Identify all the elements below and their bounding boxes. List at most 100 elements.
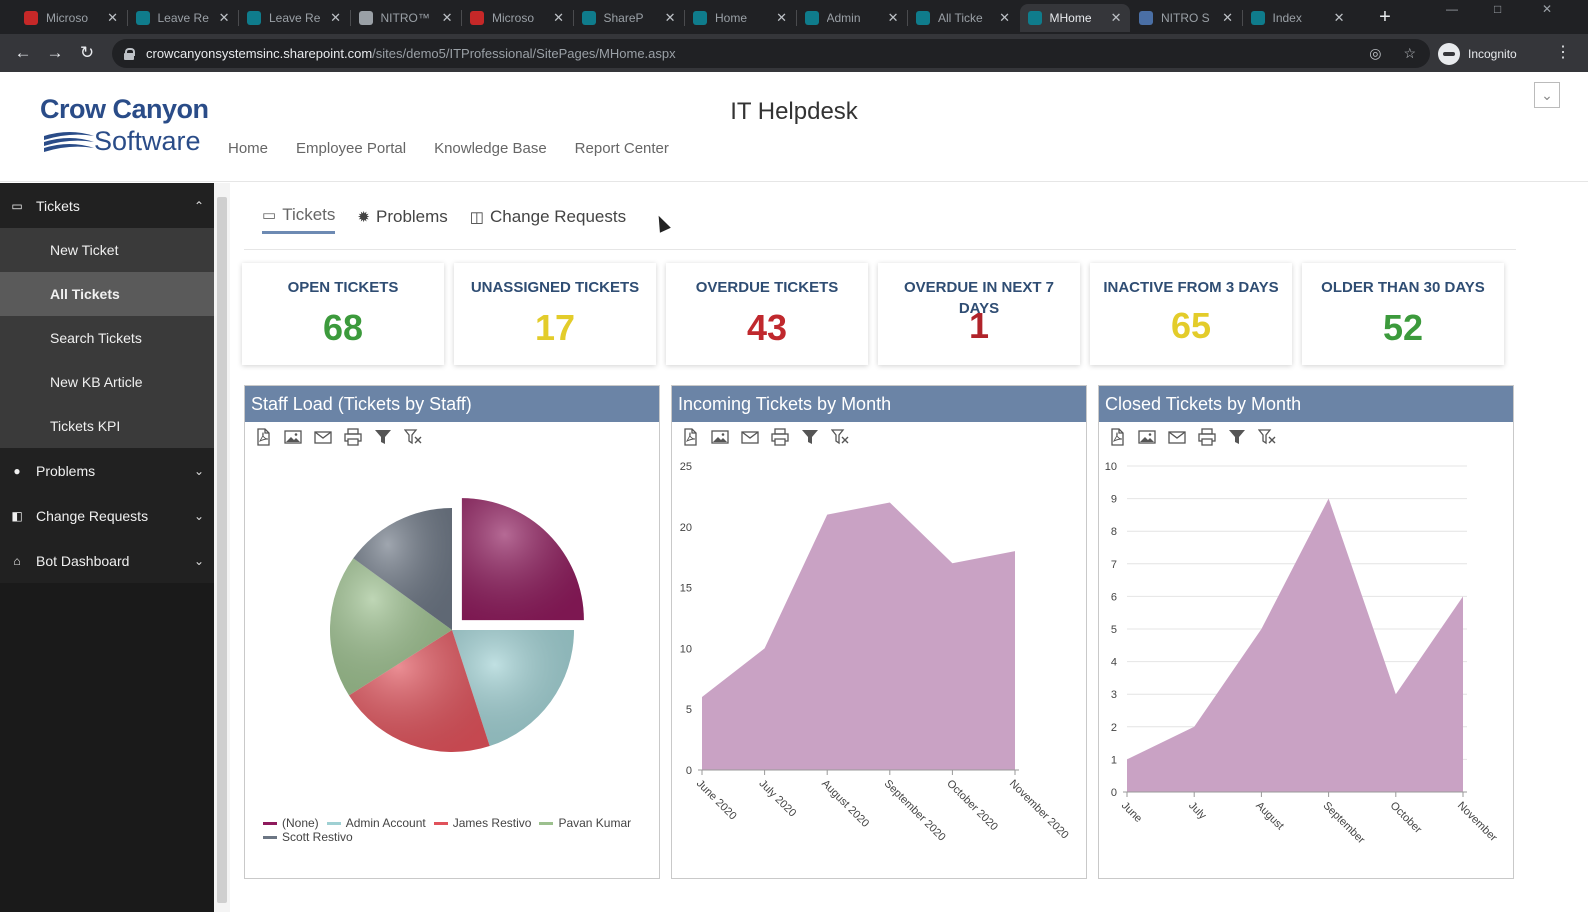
x-tick-label: June 2020	[694, 778, 739, 823]
nav-report-center[interactable]: Report Center	[574, 140, 669, 157]
sidebar-item-new-kb-article[interactable]: New KB Article	[0, 360, 214, 404]
print-icon[interactable]	[770, 427, 790, 447]
sidebar-section-tickets[interactable]: ▭ Tickets ⌃	[0, 183, 214, 228]
image-icon[interactable]	[710, 427, 730, 447]
browser-tab[interactable]: Leave Re ✕	[128, 4, 238, 32]
email-icon[interactable]	[313, 427, 333, 447]
close-tab-icon[interactable]: ✕	[664, 10, 676, 25]
browser-tab[interactable]: Index ✕	[1243, 4, 1353, 32]
minimize-icon[interactable]: —	[1446, 2, 1458, 16]
pie-slice[interactable]	[461, 498, 584, 621]
pie-slice[interactable]	[348, 630, 490, 752]
close-tab-icon[interactable]: ✕	[218, 10, 230, 25]
browser-tab[interactable]: Microso ✕	[462, 4, 572, 32]
kpi-label: OVERDUE IN NEXT 7 DAYS	[903, 279, 1055, 317]
staff-load-pie-chart	[330, 498, 584, 752]
star-icon[interactable]: ☆	[1403, 45, 1416, 61]
legend-item[interactable]: (None)	[263, 816, 319, 830]
tab-change-requests[interactable]: ◫ Change Requests	[470, 205, 626, 234]
close-tab-icon[interactable]: ✕	[1333, 10, 1345, 25]
browser-tab[interactable]: Leave Re ✕	[239, 4, 349, 32]
kpi-overdue-next-7-days[interactable]: OVERDUE IN NEXT 7 DAYS 1	[878, 263, 1080, 365]
pdf-icon[interactable]	[680, 427, 700, 447]
browser-menu-icon[interactable]: ⋮	[1555, 44, 1571, 61]
y-tick-label: 10	[1105, 461, 1117, 473]
browser-tab[interactable]: NITRO S ✕	[1131, 4, 1241, 32]
logo-text-line1: Crow Canyon	[40, 94, 209, 124]
clear-filter-icon[interactable]	[830, 427, 850, 447]
legend-item[interactable]: James Restivo	[433, 816, 531, 830]
browser-tab[interactable]: MHome ✕	[1019, 4, 1130, 32]
filter-icon[interactable]	[800, 427, 820, 447]
window-close-icon[interactable]: ✕	[1542, 2, 1553, 16]
close-tab-icon[interactable]: ✕	[1222, 10, 1233, 25]
browser-tab[interactable]: Microso ✕	[16, 4, 126, 32]
eye-off-icon[interactable]: ◎	[1369, 45, 1382, 61]
close-tab-icon[interactable]: ✕	[441, 10, 453, 25]
area-series[interactable]	[702, 502, 1015, 770]
close-tab-icon[interactable]: ✕	[999, 10, 1010, 25]
pie-slice[interactable]	[353, 508, 452, 630]
tab-problems[interactable]: ✹ Problems	[357, 205, 447, 234]
legend-item[interactable]: Scott Restivo	[263, 830, 353, 844]
pie-slice[interactable]	[452, 630, 574, 747]
browser-tab[interactable]: All Ticke ✕	[908, 4, 1018, 32]
kpi-inactive-3-days[interactable]: INACTIVE FROM 3 DAYS 65	[1090, 263, 1292, 365]
new-tab-button[interactable]: +	[1379, 6, 1391, 28]
legend-item[interactable]: Pavan Kumar	[539, 816, 631, 830]
clear-filter-icon[interactable]	[1257, 427, 1277, 447]
filter-icon[interactable]	[373, 427, 393, 447]
close-tab-icon[interactable]: ✕	[330, 10, 341, 25]
kpi-unassigned-tickets[interactable]: UNASSIGNED TICKETS 17	[454, 263, 656, 365]
pdf-icon[interactable]	[1107, 427, 1127, 447]
sidebar-item-all-tickets[interactable]: All Tickets	[0, 272, 214, 316]
nav-knowledge-base[interactable]: Knowledge Base	[434, 140, 547, 157]
close-tab-icon[interactable]: ✕	[553, 10, 564, 25]
close-tab-icon[interactable]: ✕	[1110, 10, 1122, 25]
reload-icon[interactable]: ↻	[79, 43, 95, 62]
clear-filter-icon[interactable]	[403, 427, 423, 447]
y-tick-label: 2	[1111, 722, 1117, 734]
nav-employee-portal[interactable]: Employee Portal	[296, 140, 407, 157]
sidebar-section-bot-dashboard[interactable]: ⌂ Bot Dashboard ⌄	[0, 538, 214, 583]
site-favicon-icon	[247, 11, 261, 25]
forward-icon[interactable]: →	[46, 43, 64, 62]
email-icon[interactable]	[740, 427, 760, 447]
kpi-open-tickets[interactable]: OPEN TICKETS 68	[242, 263, 444, 365]
address-bar[interactable]: crowcanyonsystemsinc.sharepoint.com /sit…	[112, 39, 1430, 68]
logo-swoosh-icon	[44, 132, 94, 152]
back-icon[interactable]: ←	[14, 43, 32, 62]
sidebar-section-problems[interactable]: ● Problems ⌄	[0, 448, 214, 493]
print-icon[interactable]	[343, 427, 363, 447]
tab-tickets[interactable]: ▭ Tickets	[262, 205, 336, 234]
close-tab-icon[interactable]: ✕	[107, 10, 118, 25]
sidebar-section-change-requests[interactable]: ◧ Change Requests ⌄	[0, 493, 214, 538]
browser-tab[interactable]: ShareP ✕	[574, 4, 684, 32]
pdf-icon[interactable]	[253, 427, 273, 447]
pie-slice[interactable]	[330, 558, 452, 696]
kpi-overdue-tickets[interactable]: OVERDUE TICKETS 43	[666, 263, 868, 365]
nav-home[interactable]: Home	[228, 140, 269, 157]
crow-canyon-logo[interactable]: Crow Canyon Software	[40, 94, 210, 158]
maximize-icon[interactable]: □	[1494, 2, 1502, 16]
collapse-header-button[interactable]: ⌄	[1534, 82, 1560, 108]
scrollbar-thumb[interactable]	[217, 197, 227, 903]
close-tab-icon[interactable]: ✕	[776, 10, 787, 25]
image-icon[interactable]	[283, 427, 303, 447]
sidebar-item-new-ticket[interactable]: New Ticket	[0, 228, 214, 272]
browser-tab[interactable]: Admin ✕	[797, 4, 907, 32]
area-series[interactable]	[1127, 498, 1463, 792]
close-tab-icon[interactable]: ✕	[887, 10, 899, 25]
email-icon[interactable]	[1167, 427, 1187, 447]
sidebar-scrollbar[interactable]	[214, 183, 230, 912]
browser-tab[interactable]: NITRO™ ✕	[351, 4, 461, 32]
filter-icon[interactable]	[1227, 427, 1247, 447]
sidebar-item-search-tickets[interactable]: Search Tickets	[0, 316, 214, 360]
legend-item[interactable]: Admin Account	[326, 816, 426, 830]
image-icon[interactable]	[1137, 427, 1157, 447]
kpi-older-than-30-days[interactable]: OLDER THAN 30 DAYS 52	[1302, 263, 1504, 365]
sidebar-item-tickets-kpi[interactable]: Tickets KPI	[0, 404, 214, 448]
profile-button[interactable]: Incognito	[1438, 39, 1517, 68]
print-icon[interactable]	[1197, 427, 1217, 447]
browser-tab[interactable]: Home ✕	[685, 4, 795, 32]
